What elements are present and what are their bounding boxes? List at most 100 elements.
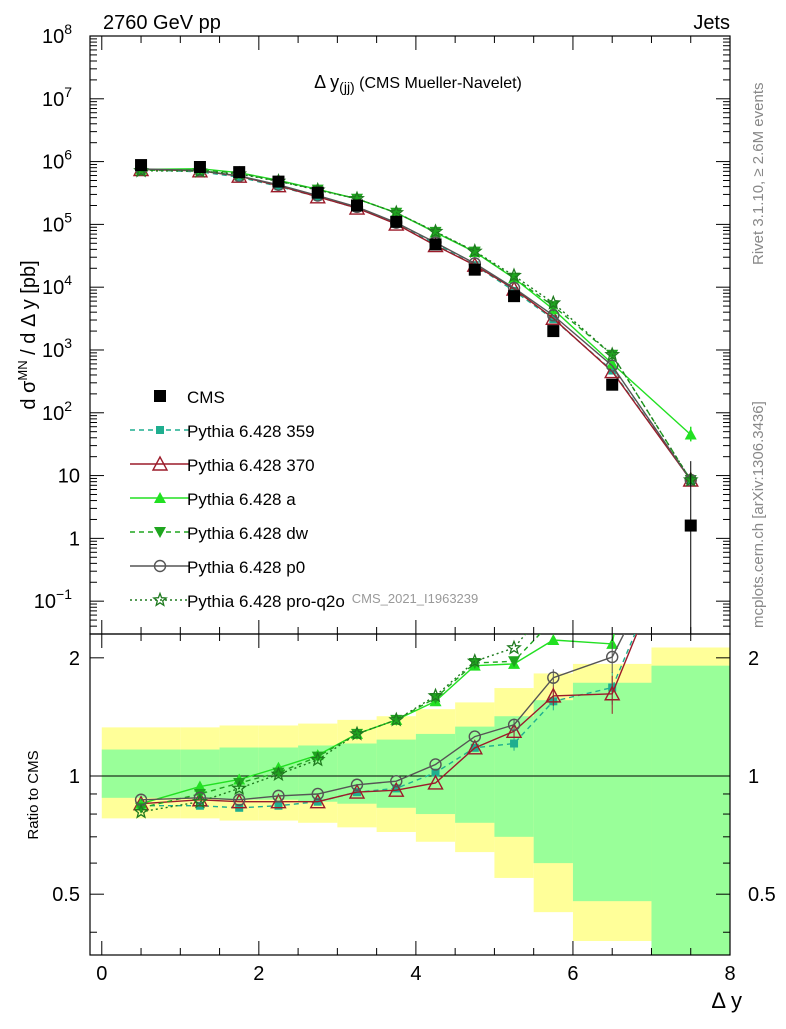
ratio-point-p0 [311, 787, 324, 801]
ratio-point-pro-q2o [309, 751, 326, 767]
ratio-point-p0 [193, 791, 207, 805]
ratio-point-370 [427, 774, 444, 790]
ratio-point-p0 [429, 758, 442, 771]
x-tick-label: 2 [253, 963, 264, 985]
ratio-point-p0 [507, 718, 521, 732]
ratio-point-370 [545, 687, 562, 703]
ratio-point-370 [348, 783, 366, 799]
green-band [376, 739, 416, 808]
ratio-point-370 [231, 793, 248, 809]
main-point-pro-q2o [427, 223, 444, 239]
y-tick-label: 106 [42, 147, 72, 174]
main-point-p0 [606, 359, 619, 372]
y-axis-label: d σMN / d Δ y [pb] [15, 260, 40, 409]
green-band [651, 665, 730, 955]
data-point [311, 186, 324, 199]
ratio-point-370 [270, 793, 287, 809]
ratio-point-p0 [350, 778, 364, 791]
green-band [101, 749, 181, 798]
main-point-pro-q2o [604, 346, 621, 362]
plot-title: Δ y(jj) (CMS Mueller-Navelet) [314, 72, 522, 95]
x-tick-label: 8 [724, 963, 735, 985]
x-tick-label: 4 [410, 963, 421, 985]
header-process: Jets [693, 12, 730, 34]
x-axis-label: Δ y [711, 988, 742, 1013]
legend-marker [156, 426, 164, 434]
y-tick-label: 108 [42, 21, 72, 48]
ratio-point-359 [431, 768, 440, 777]
ratio-point-dw [135, 802, 148, 814]
data-point [135, 159, 148, 172]
ratio-frame [89, 633, 731, 956]
y-tick-label: 10−1 [34, 586, 72, 613]
legend-marker [153, 559, 167, 573]
ratio-tick-label: 1 [69, 766, 80, 788]
ratio-tick-label-right: 1 [748, 766, 759, 788]
ratio-y-axis-label: Ratio to CMS [25, 750, 42, 839]
header-energy: 2760 GeV pp [103, 12, 221, 34]
ratio-point-370 [388, 781, 405, 797]
legend-label: Pythia 6.428 a [187, 490, 296, 509]
ratio-point-pro-q2o [388, 711, 405, 727]
x-tick-label: 0 [96, 963, 107, 985]
ratio-point-a [547, 634, 560, 646]
ratio-point-dw [508, 656, 521, 668]
x-tick-label: 6 [567, 963, 578, 985]
main-point-pro-q2o [466, 242, 483, 259]
ratio-point-p0 [390, 775, 403, 788]
main-point-pro-q2o [506, 267, 522, 283]
main-point-p0 [547, 309, 560, 322]
main-point-pro-q2o [545, 294, 562, 310]
legend-marker-cms [154, 390, 166, 402]
main-line-pro-q2o [140, 170, 692, 481]
legend-marker [154, 527, 166, 538]
ratio-plot-panel: 0.5 0.5 1 1 2 2 [52, 633, 776, 956]
ratio-point-359 [510, 739, 519, 748]
legend-label: Pythia 6.428 pro-q2o [187, 592, 345, 611]
y-tick-label: 104 [42, 272, 72, 299]
ratio-point-p0 [272, 789, 285, 803]
ratio-series-group [132, 634, 638, 819]
ratio-point-p0 [606, 650, 619, 664]
ratio-point-p0 [233, 793, 246, 806]
data-point [390, 215, 403, 228]
legend-label: Pythia 6.428 370 [187, 456, 315, 475]
data-point [233, 166, 246, 179]
y-tick-label: 103 [42, 335, 72, 362]
y-tick-label: 107 [42, 84, 72, 111]
data-point [684, 519, 697, 532]
ratio-point-pro-q2o [133, 803, 149, 819]
ratio-point-370 [309, 793, 326, 809]
ratio-point-dw [272, 767, 285, 779]
ratio-point-a [193, 780, 206, 792]
ratio-tick-label-right: 0.5 [748, 884, 776, 906]
legend-label: Pythia 6.428 p0 [187, 558, 305, 577]
ratio-point-p0 [547, 671, 560, 684]
data-point [429, 238, 442, 251]
ratio-point-359 [392, 784, 401, 793]
main-plot-panel: 10−1 1 10 102 103 104 105 106 107 108 [34, 21, 731, 635]
ratio-point-370 [604, 685, 621, 701]
ratio-point-p0 [468, 730, 481, 743]
legend-label-cms: CMS [187, 388, 225, 407]
ratio-point-pro-q2o [231, 780, 248, 796]
y-tick-label: 102 [42, 398, 72, 425]
ratio-point-359 [274, 801, 283, 810]
ratio-point-pro-q2o [506, 639, 522, 655]
data-point [547, 325, 560, 338]
mcplots-label: mcplots.cern.ch [arXiv:1306.3436] [750, 401, 767, 628]
legend-label: Pythia 6.428 359 [187, 422, 315, 441]
ratio-uncertainty-bands [101, 647, 730, 955]
ratio-point-pro-q2o [192, 793, 208, 809]
watermark: CMS_2021_I1963239 [352, 591, 479, 606]
ratio-point-370 [466, 739, 483, 755]
data-point [350, 199, 363, 212]
legend: CMS Pythia 6.428 359 Pythia 6.428 370 Pythi… [130, 388, 345, 611]
y-tick-label: 105 [42, 209, 72, 236]
data-point [272, 175, 285, 188]
ratio-point-pro-q2o [427, 687, 444, 703]
green-band [572, 682, 652, 902]
ratio-point-pro-q2o [270, 766, 287, 782]
y-tick-label: 1 [69, 528, 80, 550]
ratio-point-370 [505, 722, 523, 738]
